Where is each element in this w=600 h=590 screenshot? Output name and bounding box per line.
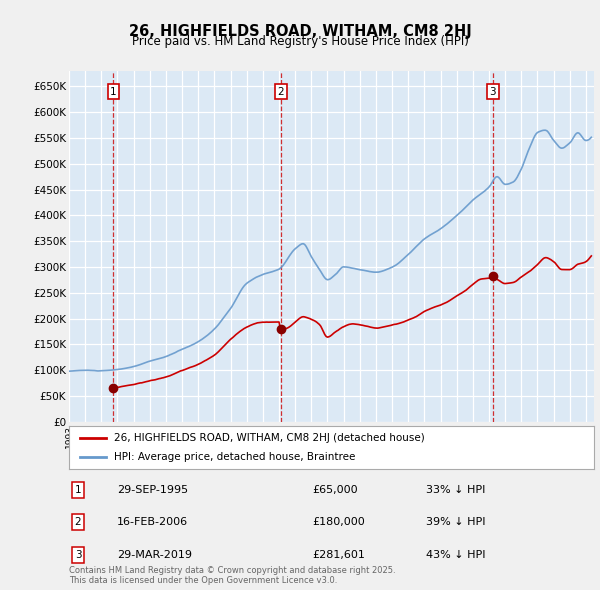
Text: 2: 2	[74, 517, 82, 527]
Text: Price paid vs. HM Land Registry's House Price Index (HPI): Price paid vs. HM Land Registry's House …	[131, 35, 469, 48]
Text: £281,601: £281,601	[312, 550, 365, 560]
Text: 1: 1	[110, 87, 117, 97]
Text: 29-MAR-2019: 29-MAR-2019	[117, 550, 192, 560]
Text: Contains HM Land Registry data © Crown copyright and database right 2025.
This d: Contains HM Land Registry data © Crown c…	[69, 566, 395, 585]
Text: 16-FEB-2006: 16-FEB-2006	[117, 517, 188, 527]
Text: 43% ↓ HPI: 43% ↓ HPI	[426, 550, 485, 560]
Text: 3: 3	[74, 550, 82, 560]
Text: HPI: Average price, detached house, Braintree: HPI: Average price, detached house, Brai…	[113, 452, 355, 462]
Text: 1: 1	[74, 485, 82, 495]
Text: £180,000: £180,000	[312, 517, 365, 527]
Text: 29-SEP-1995: 29-SEP-1995	[117, 485, 188, 495]
Text: 3: 3	[490, 87, 496, 97]
Text: 39% ↓ HPI: 39% ↓ HPI	[426, 517, 485, 527]
Text: 26, HIGHFIELDS ROAD, WITHAM, CM8 2HJ (detached house): 26, HIGHFIELDS ROAD, WITHAM, CM8 2HJ (de…	[113, 433, 424, 443]
Text: 2: 2	[278, 87, 284, 97]
Text: 33% ↓ HPI: 33% ↓ HPI	[426, 485, 485, 495]
Text: 26, HIGHFIELDS ROAD, WITHAM, CM8 2HJ: 26, HIGHFIELDS ROAD, WITHAM, CM8 2HJ	[128, 24, 472, 38]
Text: £65,000: £65,000	[312, 485, 358, 495]
